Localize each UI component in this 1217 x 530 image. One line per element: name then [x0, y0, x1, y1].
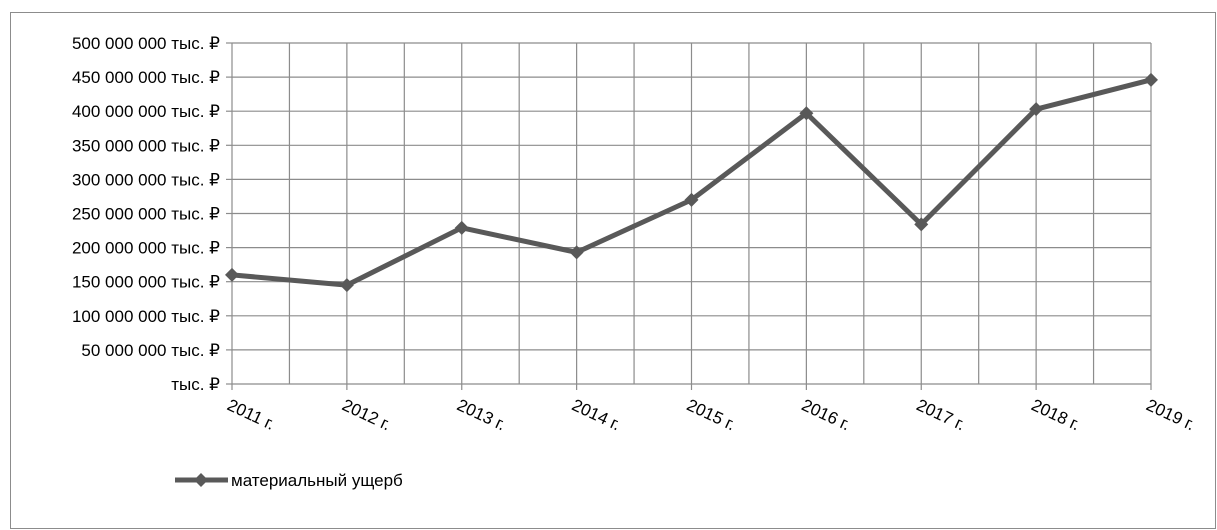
data-point-marker — [339, 278, 354, 293]
y-tick-label: 200 000 000 тыс. ₽ — [72, 239, 220, 258]
y-tick-label: 450 000 000 тыс. ₽ — [72, 68, 220, 87]
x-tick-label: 2015 г. — [684, 395, 739, 434]
data-point-marker — [914, 217, 929, 232]
y-tick-label: 150 000 000 тыс. ₽ — [72, 273, 220, 292]
x-axis-tick-labels: 2011 г. 2012 г. 2013 г. 2014 г. 2015 г. 2016 … — [224, 395, 1198, 434]
x-tick-label: 2013 г. — [454, 395, 509, 434]
data-point-marker — [1144, 72, 1158, 87]
data-point-marker — [225, 267, 239, 282]
legend: материальный ущерб — [175, 471, 403, 490]
x-tick-label: 2018 г. — [1028, 395, 1083, 434]
data-point-marker — [684, 192, 699, 207]
y-tick-label: 250 000 000 тыс. ₽ — [72, 205, 220, 224]
y-tick-label: 400 000 000 тыс. ₽ — [72, 102, 220, 121]
x-tick-label: 2014 г. — [569, 395, 624, 434]
axes — [226, 42, 1152, 390]
series — [225, 72, 1158, 293]
y-tick-label: тыс. ₽ — [171, 375, 220, 394]
y-tick-label: 500 000 000 тыс. ₽ — [72, 34, 220, 53]
x-tick-label: 2011 г. — [224, 395, 277, 433]
y-axis-tick-labels: тыс. ₽ 50 000 000 тыс. ₽ 100 000 000 тыс. … — [72, 34, 220, 394]
data-point-marker — [569, 245, 584, 260]
x-tick-label: 2019 г. — [1143, 395, 1198, 434]
grid-lines — [232, 42, 1152, 384]
data-point-marker — [799, 106, 814, 121]
x-tick-label: 2012 г. — [339, 395, 394, 434]
chart-frame — [10, 12, 1216, 529]
legend-label: материальный ущерб — [231, 471, 403, 490]
y-tick-label: 100 000 000 тыс. ₽ — [72, 307, 220, 326]
y-tick-label: 300 000 000 тыс. ₽ — [72, 170, 220, 189]
y-tick-label: 350 000 000 тыс. ₽ — [72, 136, 220, 155]
x-tick-label: 2017 г. — [914, 395, 969, 434]
data-point-marker — [454, 220, 469, 235]
x-tick-label: 2016 г. — [799, 395, 854, 434]
legend-diamond-icon — [194, 473, 208, 487]
y-tick-label: 50 000 000 тыс. ₽ — [81, 341, 220, 360]
data-point-marker — [1029, 102, 1044, 117]
